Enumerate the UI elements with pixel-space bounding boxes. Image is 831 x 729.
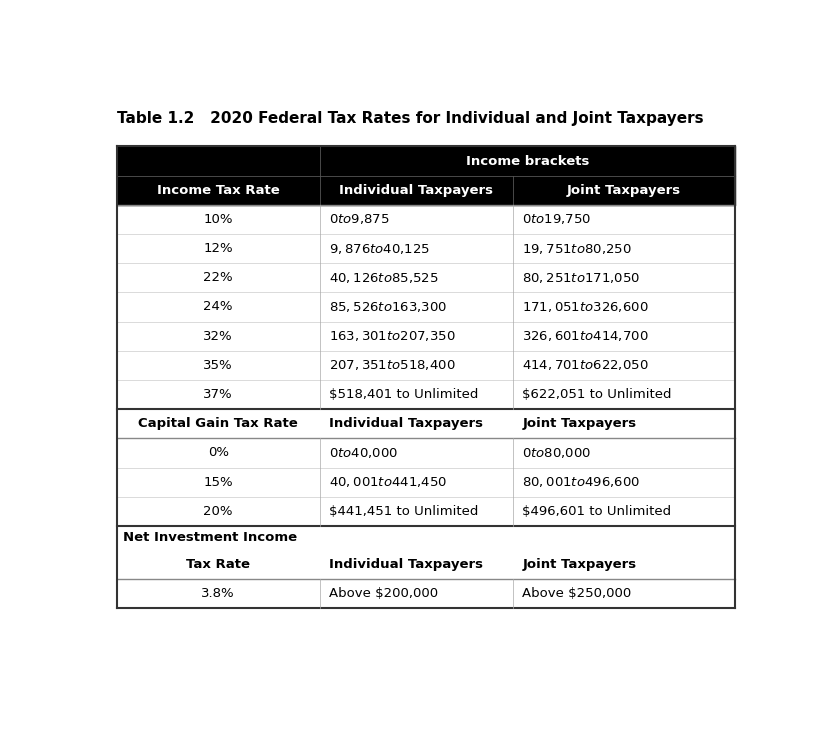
Text: 10%: 10%	[204, 213, 233, 226]
Text: Joint Taxpayers: Joint Taxpayers	[523, 417, 637, 430]
Text: $622,051 to Unlimited: $622,051 to Unlimited	[523, 388, 672, 401]
Text: $19,751 to $80,250: $19,751 to $80,250	[523, 241, 632, 256]
Text: Above $200,000: Above $200,000	[329, 587, 439, 600]
Text: $171,051 to $326,600: $171,051 to $326,600	[523, 300, 649, 314]
Bar	[116, 176, 735, 205]
Text: $0 to $9,875: $0 to $9,875	[329, 212, 390, 227]
Text: $0 to $19,750: $0 to $19,750	[523, 212, 592, 227]
Text: Income brackets: Income brackets	[465, 155, 589, 168]
Text: 12%: 12%	[204, 242, 233, 255]
Text: 32%: 32%	[204, 330, 233, 343]
Text: 3.8%: 3.8%	[201, 587, 235, 600]
Text: Joint Taxpayers: Joint Taxpayers	[567, 184, 681, 197]
Text: 22%: 22%	[204, 271, 233, 284]
Text: $85,526 to $163,300: $85,526 to $163,300	[329, 300, 447, 314]
Text: $441,451 to Unlimited: $441,451 to Unlimited	[329, 504, 479, 518]
Text: $496,601 to Unlimited: $496,601 to Unlimited	[523, 504, 671, 518]
Text: $80,251 to $171,050: $80,251 to $171,050	[523, 270, 641, 285]
Text: $40,126 to $85,525: $40,126 to $85,525	[329, 270, 439, 285]
Text: $80,001 to $496,600: $80,001 to $496,600	[523, 475, 641, 489]
Text: $326,601 to $414,700: $326,601 to $414,700	[523, 330, 649, 343]
Text: $518,401 to Unlimited: $518,401 to Unlimited	[329, 388, 479, 401]
Text: Net Investment Income: Net Investment Income	[123, 531, 297, 544]
Text: 15%: 15%	[204, 475, 233, 488]
Text: Individual Taxpayers: Individual Taxpayers	[329, 417, 484, 430]
Bar	[116, 147, 735, 176]
Text: 35%: 35%	[204, 359, 233, 372]
Text: Individual Taxpayers: Individual Taxpayers	[329, 558, 484, 571]
Text: $40,001 to $441,450: $40,001 to $441,450	[329, 475, 447, 489]
Text: Individual Taxpayers: Individual Taxpayers	[339, 184, 494, 197]
Text: Tax Rate: Tax Rate	[186, 558, 250, 571]
Text: $163,301 to $207,350: $163,301 to $207,350	[329, 330, 456, 343]
Text: 37%: 37%	[204, 388, 233, 401]
Text: $207,351 to $518,400: $207,351 to $518,400	[329, 359, 456, 373]
Text: $9,876 to $40,125: $9,876 to $40,125	[329, 241, 430, 256]
Text: Income Tax Rate: Income Tax Rate	[157, 184, 279, 197]
Text: 20%: 20%	[204, 504, 233, 518]
Text: $0 to $80,000: $0 to $80,000	[523, 446, 592, 460]
Text: 0%: 0%	[208, 446, 229, 459]
Text: $414,701 to $622,050: $414,701 to $622,050	[523, 359, 649, 373]
Text: Above $250,000: Above $250,000	[523, 587, 632, 600]
Text: Capital Gain Tax Rate: Capital Gain Tax Rate	[138, 417, 298, 430]
Text: 24%: 24%	[204, 300, 233, 313]
Text: Joint Taxpayers: Joint Taxpayers	[523, 558, 637, 571]
Text: Table 1.2   2020 Federal Tax Rates for Individual and Joint Taxpayers: Table 1.2 2020 Federal Tax Rates for Ind…	[116, 111, 703, 126]
Text: $0 to $40,000: $0 to $40,000	[329, 446, 398, 460]
